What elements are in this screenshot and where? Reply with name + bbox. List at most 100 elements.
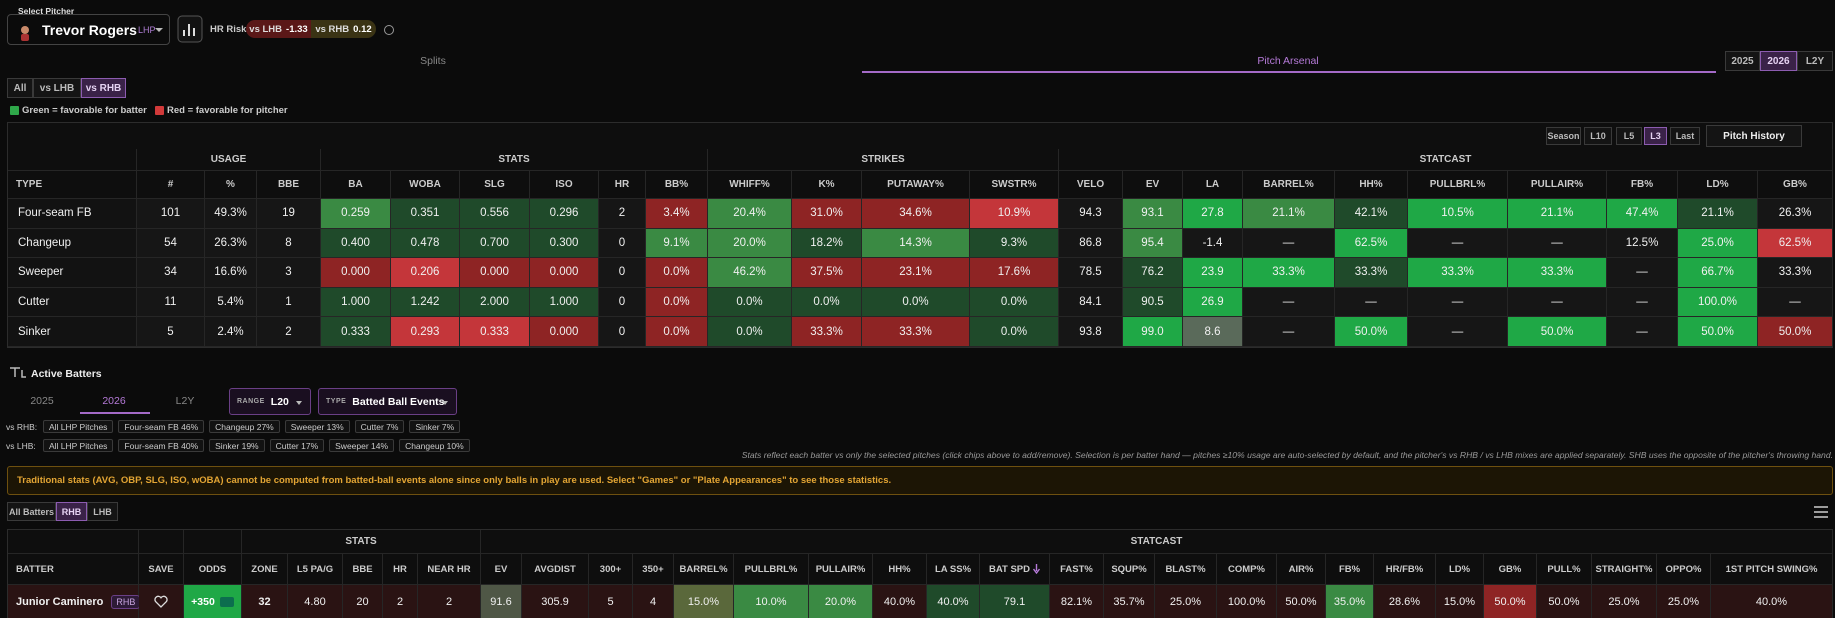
- group-header: STATS: [321, 149, 708, 171]
- window-button[interactable]: L3: [1644, 127, 1667, 145]
- stat-cell: 5: [589, 585, 633, 618]
- column-header-text: ODDS: [198, 563, 227, 575]
- odds-value: +350: [191, 595, 215, 608]
- pitch-chip[interactable]: Cutter 7%: [354, 420, 405, 433]
- stat-cell: 10.0%: [734, 585, 809, 618]
- split-filter[interactable]: All: [7, 78, 33, 98]
- group-header: STATCAST: [1059, 149, 1833, 171]
- column-header: FB%: [1607, 171, 1678, 199]
- window-button[interactable]: Last: [1670, 127, 1700, 145]
- column-header: AIR%: [1277, 554, 1326, 585]
- dropdown[interactable]: RANGE L20: [229, 388, 311, 415]
- stat-cell: —: [1408, 287, 1508, 318]
- stat-cell: 0.400: [321, 228, 391, 259]
- pitch-chip[interactable]: Sweeper 14%: [329, 439, 395, 452]
- dropdown-label: TYPE: [326, 398, 347, 405]
- book-badge[interactable]: [219, 596, 234, 607]
- year-button[interactable]: 2026: [1760, 51, 1797, 71]
- stat-cell: 16.6%: [205, 258, 257, 288]
- split-filter[interactable]: vs LHB: [33, 78, 81, 98]
- column-header: PULLBRL%: [734, 554, 809, 585]
- hand-filter[interactable]: RHB: [56, 502, 87, 521]
- stat-cell: 11: [137, 287, 205, 318]
- stat-cell: 90.5: [1123, 287, 1183, 318]
- stat-cell: 0: [599, 317, 646, 347]
- window-button[interactable]: L5: [1616, 127, 1642, 145]
- stat-cell: 2.000: [460, 287, 530, 318]
- column-header: COMP%: [1217, 554, 1277, 585]
- legend-text: Green = favorable for batter: [22, 105, 147, 116]
- stat-cell: 2: [599, 199, 646, 229]
- pitch-chip[interactable]: Cutter 17%: [269, 439, 325, 452]
- pitch-chip[interactable]: Sinker 7%: [409, 420, 461, 433]
- stat-cell: 1: [257, 287, 321, 318]
- pitch-chip[interactable]: Sinker 19%: [209, 439, 265, 452]
- pitch-chip[interactable]: All LHP Pitches: [43, 439, 114, 452]
- stat-cell: 33.3%: [1243, 258, 1335, 288]
- warning-text: Traditional stats (AVG, OBP, SLG, ISO, w…: [17, 475, 892, 486]
- stat-cell: 79.1: [980, 585, 1050, 618]
- hand-filter[interactable]: All Batters: [7, 502, 56, 521]
- split-filter[interactable]: vs RHB: [81, 78, 126, 98]
- main-tab[interactable]: Splits: [420, 55, 446, 67]
- year-button[interactable]: 2025: [1725, 51, 1760, 71]
- sort-arrow[interactable]: [1033, 564, 1040, 574]
- year-tab[interactable]: 2025: [30, 395, 54, 407]
- stat-cell: —: [1408, 228, 1508, 259]
- column-header: EV: [481, 554, 522, 585]
- hr-risk-label: HR Risk: [210, 24, 247, 35]
- hr-risk-value: -1.33: [286, 23, 308, 35]
- column-header: HR/FB%: [1374, 554, 1436, 585]
- group-header-cell: [184, 530, 242, 554]
- pitch-chip[interactable]: Changeup 10%: [399, 439, 470, 452]
- help-icon[interactable]: [384, 25, 394, 35]
- column-header: TYPE: [8, 171, 137, 199]
- column-header-text: GB%: [1498, 563, 1522, 575]
- group-header: STATCAST: [481, 530, 1833, 554]
- stat-cell: 86.8: [1059, 228, 1123, 259]
- column-header-text: LA SS%: [934, 563, 972, 575]
- pitch-chip[interactable]: Changeup 27%: [209, 420, 280, 433]
- stat-cell: 66.7%: [1678, 258, 1758, 288]
- save-button[interactable]: [154, 595, 168, 608]
- stat-cell: 26.3%: [205, 228, 257, 259]
- column-header-text: AVGDIST: [534, 563, 576, 575]
- stat-cell: —: [1508, 287, 1607, 318]
- year-tab[interactable]: 2026: [102, 395, 126, 407]
- year-tab[interactable]: L2Y: [175, 395, 195, 407]
- column-header: %: [205, 171, 257, 199]
- main-tab[interactable]: Pitch Arsenal: [1257, 55, 1319, 67]
- column-header: 350+: [633, 554, 674, 585]
- stat-cell: —: [1408, 317, 1508, 347]
- stat-cell: 2: [257, 317, 321, 347]
- pitch-chip[interactable]: Four-seam FB 46%: [118, 420, 205, 433]
- column-header: LD%: [1678, 171, 1758, 199]
- dropdown[interactable]: TYPE Batted Ball Events: [318, 388, 457, 415]
- column-header-text: 350+: [642, 563, 664, 575]
- stat-cell: 82.1%: [1050, 585, 1104, 618]
- stat-cell: 101: [137, 199, 205, 229]
- pitch-history-button[interactable]: Pitch History: [1706, 125, 1802, 147]
- window-button[interactable]: L10: [1584, 127, 1612, 145]
- pitch-chip[interactable]: Four-seam FB 40%: [118, 439, 205, 452]
- window-button[interactable]: Season: [1546, 127, 1581, 145]
- pitch-chip[interactable]: Sweeper 13%: [284, 420, 350, 433]
- column-header-text: LD%: [1448, 563, 1471, 575]
- pitch-chip[interactable]: All LHP Pitches: [43, 420, 114, 433]
- settings-icon[interactable]: [1814, 506, 1828, 518]
- column-header-text: BLAST%: [1165, 563, 1206, 575]
- year-button[interactable]: L2Y: [1797, 51, 1833, 71]
- column-header: ISO: [530, 171, 599, 199]
- stat-cell: 40.0%: [873, 585, 927, 618]
- pitcher-select[interactable]: Trevor Rogers LHP: [7, 14, 170, 45]
- hand-filter[interactable]: LHB: [87, 502, 118, 521]
- column-header-text: FB%: [1338, 563, 1361, 575]
- chip-row: All LHP Pitches Four-seam FB 40% Sinker 19…: [43, 439, 470, 452]
- pitcher-icon: [21, 26, 29, 34]
- stat-cell: 40.0%: [927, 585, 980, 618]
- stat-cell: 100.0%: [1217, 585, 1277, 618]
- legend-swatch: [155, 106, 164, 115]
- stat-cell: 9.1%: [646, 228, 708, 259]
